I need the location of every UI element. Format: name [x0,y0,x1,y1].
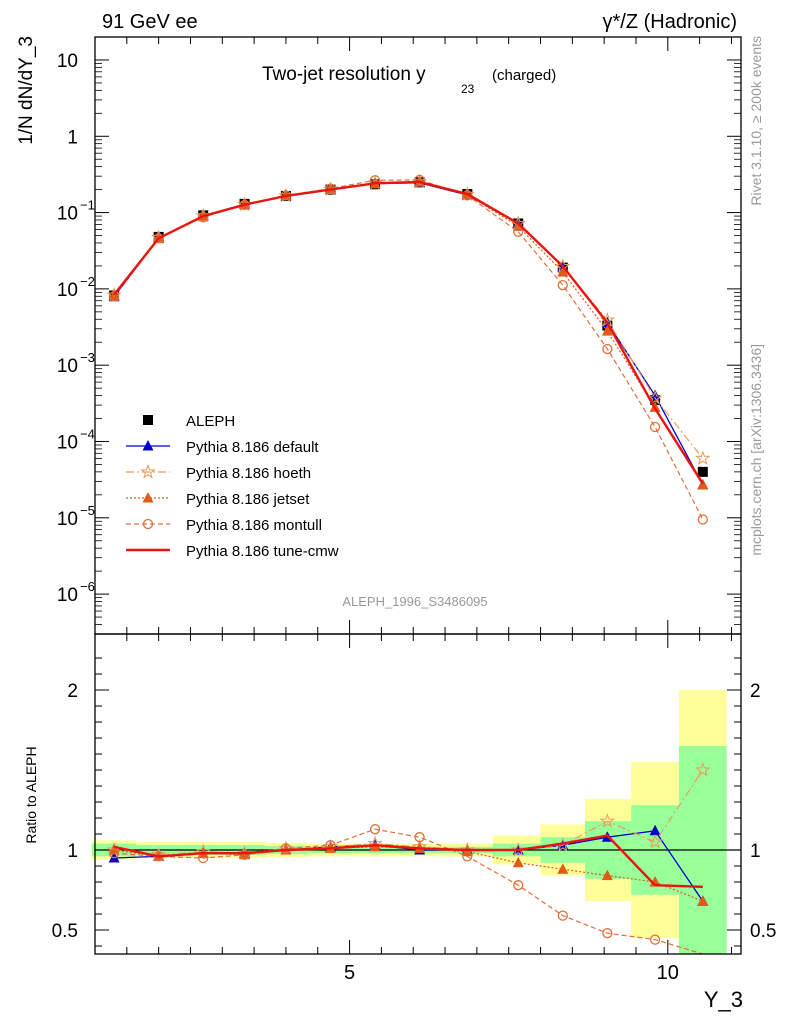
legend-marker [140,463,156,479]
ratio-point [557,863,569,874]
ratio-line-montull [114,828,703,955]
main-ytick-label: 10 [57,204,78,225]
mcplots-label: mcplots.cern.ch [arXiv:1306.3436] [748,344,764,556]
main-ytick-label: 10 [57,280,78,301]
main-ytick-exponent: −6 [80,579,95,594]
ratio-point [601,869,613,881]
main-point [557,279,568,291]
ratio-point [557,910,568,921]
ratio-point [369,824,381,835]
main-point [369,175,381,186]
main-ytick-exponent: −2 [80,274,95,289]
legend-label: Pythia 8.186 jetset [186,491,310,508]
legend-marker [142,518,154,530]
legend-marker [142,440,154,451]
legend: ALEPH Pythia 8.186 default Pythia 8.186 ho… [126,413,339,560]
main-ytick-exponent: −3 [80,350,95,365]
ratio-xlabel: Y_3 [704,987,743,1012]
ratio-point [108,848,120,859]
ratio-point [280,843,292,854]
ratio-line-hoeth [114,769,704,856]
ratio-point [414,832,425,843]
ratio-ytick-label: 0.5 [52,921,78,942]
ratio-xtick-label: 5 [344,962,355,984]
main-point [108,289,120,300]
plot-title-main: Two-jet resolution y [262,64,426,85]
main-point [649,421,661,433]
main-point [697,514,708,525]
main-point [513,226,524,237]
main-ytick-label: 10 [57,585,78,606]
ratio-ytick-label-right: 2 [750,681,761,702]
plot-title-subscript: 23 [461,82,475,96]
ratio-ytick-label: 2 [67,681,78,702]
ratio-point [239,849,250,860]
main-ytick-exponent: −4 [80,426,95,441]
main-ytick-label: 10 [57,356,78,377]
legend-marker [143,415,153,425]
main-ytick-label: 10 [57,51,78,72]
ratio-point [649,934,661,945]
main-point [601,325,613,336]
ratio-plot-area: 5 10 0.5 0.5 1 1 2 2 [52,633,776,984]
header-left-label: 91 GeV ee [102,11,198,33]
ratio-ytick-label-right: 0.5 [750,921,776,942]
header-right-label: γ*/Z (Hadronic) [603,11,737,33]
main-point [153,233,164,244]
plot-title: Two-jet resolution y 23 (charged) [262,64,556,96]
main-point [697,478,709,490]
ratio-line-tune-cmw [113,834,703,888]
main-point [649,389,661,401]
ratio-point [695,761,711,777]
ratio-point [697,895,709,906]
ratio-point [602,928,613,939]
legend-label: ALEPH [186,413,235,430]
ratio-point [649,824,661,836]
ratio-point [599,813,616,828]
ratio-ytick-label-right: 1 [750,841,761,862]
main-line-tune-cmw [113,180,704,485]
main-point [414,174,425,186]
main-ytick-label: 10 [57,509,78,530]
main-point [695,450,711,465]
main-point [108,291,120,302]
analysis-id: ALEPH_1996_S3486095 [342,594,487,609]
plot-title-suffix: (charged) [492,67,556,84]
ratio-xtick-label: 10 [657,962,679,984]
main-ytick-label: 10 [57,432,78,453]
main-point [647,389,663,405]
main-point [557,266,569,277]
ratio-point [462,851,473,862]
legend-label: Pythia 8.186 default [186,439,319,456]
ratio-ylabel: Ratio to ALEPH [23,746,39,843]
legend-label: Pythia 8.186 tune-cmw [186,543,339,560]
data-point-aleph [697,466,708,477]
legend-label: Pythia 8.186 montull [186,517,322,534]
ratio-point [325,840,336,851]
ratio-frame [94,633,742,955]
ratio-point [510,841,526,857]
main-ylabel: 1/N dN/dY_3 [16,36,37,145]
rivet-version-label: Rivet 3.1.10, ≥ 200k events [748,36,764,206]
legend-marker [142,492,154,503]
main-point [602,343,613,355]
main-ytick-exponent: −5 [80,503,95,518]
ratio-point [512,856,524,868]
main-ytick-label: 1 [67,127,78,148]
legend-label: Pythia 8.186 hoeth [186,465,311,482]
ratio-ytick-label: 1 [67,841,78,862]
ratio-point [647,833,663,849]
main-ytick-exponent: −1 [80,198,95,213]
ratio-point [513,880,524,891]
